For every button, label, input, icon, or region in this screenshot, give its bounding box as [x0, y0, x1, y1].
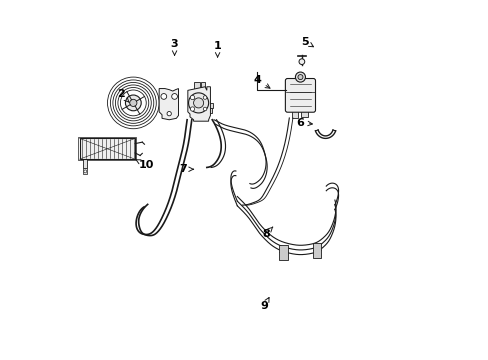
Text: 7: 7: [179, 164, 193, 174]
Circle shape: [161, 94, 166, 99]
Bar: [194, 82, 199, 89]
Circle shape: [190, 107, 194, 111]
Text: 1: 1: [213, 41, 221, 57]
Circle shape: [188, 93, 208, 113]
Bar: [291, 109, 298, 118]
FancyBboxPatch shape: [285, 78, 315, 112]
Polygon shape: [187, 87, 210, 121]
Circle shape: [203, 107, 206, 111]
Text: 10: 10: [135, 159, 153, 170]
Circle shape: [295, 72, 305, 82]
Text: 9: 9: [260, 297, 268, 311]
Bar: [206, 103, 213, 108]
Bar: [83, 168, 87, 174]
Circle shape: [297, 75, 303, 80]
Circle shape: [129, 99, 137, 107]
Circle shape: [190, 95, 194, 100]
Text: 2: 2: [117, 89, 129, 103]
Bar: [201, 82, 204, 87]
Bar: [83, 158, 87, 168]
Circle shape: [125, 95, 141, 111]
Circle shape: [298, 59, 304, 64]
Bar: [78, 137, 136, 160]
Text: 5: 5: [301, 37, 313, 47]
Text: 4: 4: [253, 75, 269, 88]
Circle shape: [203, 96, 206, 99]
Bar: [80, 138, 135, 159]
Bar: [312, 243, 321, 258]
Bar: [207, 108, 212, 113]
Circle shape: [167, 112, 171, 116]
Text: 3: 3: [170, 39, 178, 55]
Circle shape: [171, 94, 177, 99]
Circle shape: [193, 98, 203, 108]
Text: 8: 8: [262, 227, 272, 239]
Circle shape: [83, 170, 86, 173]
Bar: [278, 245, 287, 260]
Polygon shape: [159, 89, 178, 120]
Text: 6: 6: [296, 118, 312, 128]
Bar: [301, 109, 307, 117]
